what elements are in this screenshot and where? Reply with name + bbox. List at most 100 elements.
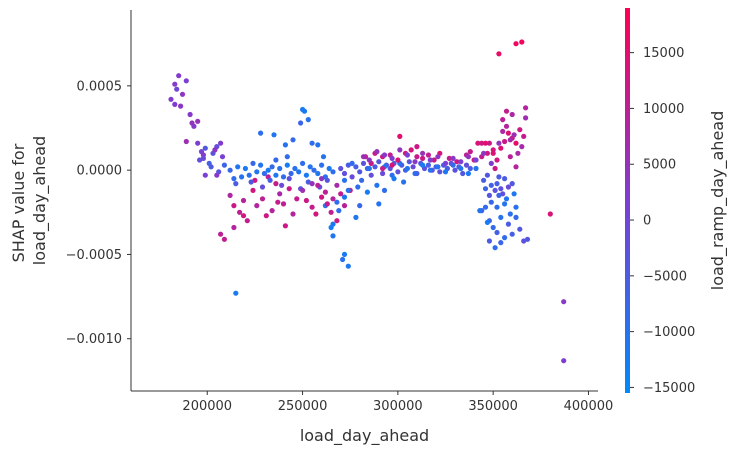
- scatter-point: [452, 167, 458, 173]
- scatter-point: [494, 157, 500, 163]
- scatter-point: [397, 133, 403, 139]
- scatter-point: [330, 196, 336, 202]
- scatter-point: [279, 182, 285, 188]
- x-axis-label: load_day_ahead: [300, 426, 429, 446]
- scatter-point: [505, 221, 511, 227]
- scatter-point: [389, 162, 395, 168]
- y-tick-label: −0.0005: [66, 248, 122, 263]
- colorbar-label: load_ramp_day_ahead: [708, 111, 728, 291]
- scatter-point: [511, 132, 517, 138]
- scatter-point: [505, 184, 511, 190]
- scatter-point: [482, 140, 489, 146]
- scatter-point: [498, 214, 504, 220]
- scatter-point: [395, 169, 401, 175]
- x-tick-label: 350000: [468, 399, 518, 414]
- scatter-point: [334, 199, 340, 205]
- scatter-point: [231, 176, 237, 182]
- scatter-point: [254, 203, 260, 209]
- scatter-point: [524, 236, 531, 242]
- scatter-point: [294, 196, 300, 202]
- scatter-point: [189, 120, 195, 126]
- y-axis-label: SHAP value for load_day_ahead: [9, 136, 50, 265]
- scatter-point: [374, 149, 380, 155]
- scatter-point: [269, 208, 275, 214]
- scatter-point: [401, 179, 407, 185]
- scatter-point: [263, 213, 269, 219]
- scatter-point: [490, 150, 496, 156]
- scatter-point: [486, 192, 492, 198]
- scatter-point: [488, 199, 494, 205]
- scatter-point: [271, 132, 277, 138]
- scatter-point: [326, 165, 332, 172]
- y-tick-label: 0.0000: [77, 164, 123, 179]
- scatter-point: [481, 177, 487, 183]
- scatter-point: [435, 154, 441, 160]
- scatter-point: [561, 299, 567, 305]
- scatter-point: [334, 218, 340, 224]
- scatter-point: [488, 182, 494, 188]
- scatter-point: [301, 108, 308, 114]
- scatter-point: [509, 231, 515, 237]
- scatter-point: [242, 165, 248, 172]
- scatter-point: [341, 177, 348, 183]
- scatter-point: [334, 182, 340, 188]
- scatter-point: [336, 208, 342, 214]
- scatter-point: [282, 142, 288, 148]
- scatter-point: [183, 78, 189, 84]
- scatter-point: [288, 170, 294, 177]
- scatter-point: [328, 224, 334, 231]
- scatter-point: [280, 201, 287, 207]
- x-tick-label: 300000: [373, 399, 423, 414]
- scatter-point: [513, 214, 519, 220]
- scatter-point: [523, 115, 529, 121]
- scatter-point: [246, 172, 252, 178]
- colorbar-tick-label: 15000: [643, 46, 684, 61]
- scatter-point: [341, 251, 348, 257]
- scatter-point: [286, 186, 292, 192]
- scatter-point: [498, 145, 504, 151]
- scatter-point: [183, 138, 189, 145]
- colorbar-gradient: [625, 8, 630, 393]
- scatter-point: [492, 245, 498, 251]
- scatter-point: [502, 176, 508, 182]
- scatter-point: [442, 160, 449, 166]
- scatter-point: [218, 231, 224, 237]
- scatter-point: [408, 147, 414, 153]
- scatter-point: [376, 201, 382, 207]
- scatter-point: [505, 130, 511, 136]
- scatter-point: [374, 182, 380, 188]
- scatter-point: [290, 137, 296, 143]
- scatter-point: [502, 235, 508, 241]
- scatter-point: [496, 174, 502, 180]
- scatter-point: [305, 117, 311, 123]
- scatter-point: [484, 172, 490, 178]
- scatter-point: [404, 165, 410, 172]
- scatter-point: [482, 186, 489, 192]
- scatter-point: [500, 128, 506, 134]
- scatter-point: [561, 358, 567, 364]
- scatter-point: [244, 218, 250, 224]
- scatter-point: [517, 127, 523, 133]
- scatter-point: [359, 177, 365, 183]
- scatter-point: [467, 165, 473, 172]
- scatter-point: [503, 123, 510, 129]
- scatter-point: [486, 238, 492, 244]
- scatter-point: [414, 154, 420, 160]
- scatter-point: [248, 179, 254, 185]
- scatter-point: [406, 159, 412, 165]
- scatter-point: [425, 162, 431, 168]
- scatter-point: [509, 111, 515, 118]
- scatter-point: [349, 174, 355, 180]
- scatter-point: [477, 208, 483, 214]
- scatter-point: [360, 154, 367, 160]
- scatter-point: [300, 187, 306, 193]
- scatter-point: [463, 162, 470, 168]
- scatter-point: [353, 214, 359, 220]
- scatter-point: [458, 165, 464, 172]
- scatter-point: [309, 181, 315, 187]
- scatter-point: [328, 209, 334, 215]
- scatter-point: [519, 39, 525, 45]
- scatter-point: [237, 209, 243, 215]
- scatter-point: [324, 177, 330, 183]
- x-tick-label: 250000: [278, 399, 328, 414]
